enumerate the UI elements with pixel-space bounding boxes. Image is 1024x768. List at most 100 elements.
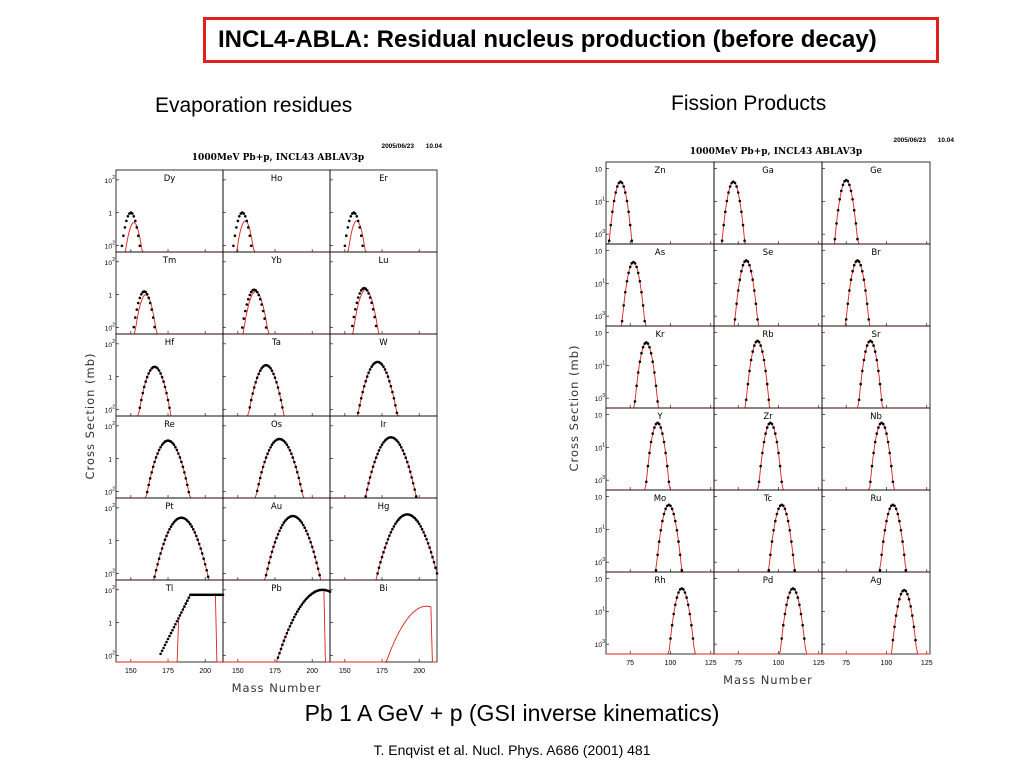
data-point — [267, 365, 271, 368]
data-point — [896, 605, 900, 608]
y-tick-label: 10 — [105, 506, 113, 513]
model-curve — [714, 340, 822, 409]
data-point — [864, 289, 867, 292]
data-point — [765, 426, 769, 429]
data-point — [898, 597, 901, 601]
data-point — [261, 309, 265, 313]
data-point — [157, 448, 161, 452]
element-label: Ir — [380, 420, 387, 430]
data-point — [166, 637, 170, 641]
data-point — [783, 507, 787, 511]
data-point — [659, 529, 663, 532]
data-point — [183, 605, 186, 608]
y-tick-label: 10 — [595, 331, 603, 338]
data-point — [740, 269, 743, 273]
model-curve — [714, 504, 822, 573]
data-point — [352, 315, 356, 319]
y-tick-exponent: -2 — [111, 404, 116, 410]
data-point — [414, 518, 418, 521]
data-point — [355, 301, 359, 305]
data-point — [407, 465, 411, 468]
data-point — [425, 538, 428, 541]
data-point — [670, 623, 674, 627]
data-point — [635, 265, 638, 269]
data-point — [790, 540, 793, 543]
data-point — [794, 591, 798, 594]
data-point — [266, 452, 269, 455]
model-curve — [714, 422, 822, 491]
data-point — [385, 542, 388, 545]
model-curve — [330, 289, 437, 335]
cell-zr: Zr — [713, 407, 823, 491]
data-point — [138, 406, 142, 410]
data-point — [888, 451, 891, 455]
data-point — [751, 350, 754, 353]
data-point — [361, 390, 364, 394]
data-point — [720, 239, 724, 242]
data-point — [775, 440, 779, 444]
data-point — [653, 371, 656, 374]
data-point — [258, 476, 262, 480]
x-tick-label: 125 — [813, 660, 825, 667]
y-tick-exponent: -2 — [111, 650, 116, 656]
data-point — [313, 555, 317, 559]
data-point — [385, 371, 388, 374]
data-point — [793, 588, 796, 591]
data-point — [891, 638, 895, 642]
title-box: INCL4-ABLA: Residual nucleus production … — [203, 17, 939, 63]
data-point — [355, 215, 359, 218]
data-point — [273, 541, 277, 544]
data-point — [291, 618, 295, 622]
data-point — [126, 215, 130, 218]
data-point — [786, 596, 790, 599]
x-tick-label: 100 — [881, 660, 893, 667]
data-point — [306, 533, 309, 536]
data-point — [612, 199, 616, 203]
data-point — [677, 591, 680, 594]
data-point — [282, 521, 286, 524]
data-point — [428, 546, 431, 549]
data-point — [434, 566, 437, 569]
data-point — [638, 360, 642, 363]
cell-lu: Lu — [329, 251, 438, 335]
data-point — [869, 480, 872, 484]
x-tick-label: 75 — [626, 660, 634, 667]
data-point — [801, 623, 804, 627]
data-point — [267, 561, 271, 564]
model-curve — [116, 294, 223, 335]
data-point — [870, 464, 874, 468]
data-point — [362, 385, 366, 388]
data-point — [299, 519, 302, 522]
data-point — [883, 529, 887, 532]
data-point — [233, 234, 237, 237]
data-point — [736, 191, 740, 194]
data-point — [410, 476, 413, 479]
data-point — [854, 222, 858, 225]
data-point — [296, 610, 299, 613]
cell-sr: Sr — [821, 325, 931, 409]
data-point — [160, 443, 164, 447]
data-point — [751, 278, 754, 281]
cell-y: Y — [605, 407, 715, 491]
element-label: Zr — [763, 412, 773, 422]
data-point — [738, 278, 742, 281]
data-point — [909, 605, 912, 608]
model-curve — [606, 261, 714, 327]
data-point — [364, 379, 367, 383]
data-point — [315, 561, 318, 564]
element-label: Ho — [271, 174, 283, 184]
data-point — [859, 382, 862, 386]
data-point — [187, 490, 191, 494]
data-point — [163, 643, 167, 647]
model-curve — [223, 589, 330, 663]
data-point — [391, 527, 394, 531]
data-point — [365, 375, 369, 378]
cell-ge: Ge — [821, 161, 931, 245]
data-point — [899, 592, 903, 596]
data-point — [177, 617, 180, 620]
data-point — [169, 525, 173, 528]
data-point — [609, 223, 613, 227]
element-label: Ru — [871, 494, 882, 504]
data-point — [132, 325, 136, 329]
data-point — [358, 404, 361, 407]
